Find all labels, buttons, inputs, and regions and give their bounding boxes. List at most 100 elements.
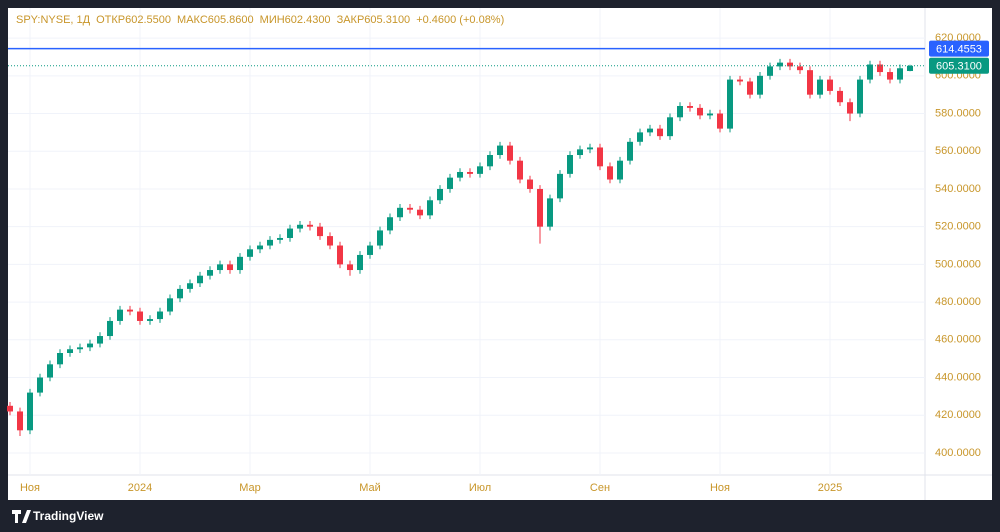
y-tick-label: 540.0000 <box>935 183 981 195</box>
price-label: 605.3100 <box>936 61 982 73</box>
logo-icon <box>12 510 31 523</box>
value: 602.4300 <box>284 14 331 26</box>
candle-body <box>507 145 513 161</box>
label: ЗАКР <box>336 14 365 26</box>
candle-body <box>707 113 713 116</box>
candle-body <box>87 343 93 348</box>
candle-body <box>477 166 483 174</box>
candle-body <box>37 377 43 393</box>
x-tick-label: Ноя <box>20 482 40 494</box>
candle-body <box>337 245 343 265</box>
candle-body <box>597 147 603 167</box>
candle-body <box>177 288 183 299</box>
candle-body <box>367 245 373 255</box>
candle-body <box>207 270 213 276</box>
value: 605.3100 <box>364 14 411 26</box>
candle-body <box>387 217 393 231</box>
candle-body <box>867 64 873 80</box>
candle-body <box>517 160 523 180</box>
candle-body <box>427 200 433 216</box>
candle-body <box>727 79 733 129</box>
ohlc: ЗАКР605.3100 <box>337 14 411 26</box>
candle-body <box>467 171 473 174</box>
value: 605.8600 <box>207 14 254 26</box>
x-tick-label: 2025 <box>818 482 842 494</box>
candle-body <box>787 62 793 67</box>
candle-body <box>577 149 583 156</box>
candle-body <box>447 177 453 189</box>
x-tick-label: Ноя <box>710 482 730 494</box>
y-tick-label: 560.0000 <box>935 145 981 157</box>
candle-body <box>57 353 63 365</box>
x-tick-label: Мар <box>239 482 261 494</box>
candle-body <box>637 132 643 142</box>
candle-body <box>907 65 913 72</box>
candle-body <box>647 128 653 133</box>
candle-body <box>67 349 73 354</box>
ohlc: МИН602.4300 <box>260 14 331 26</box>
candle-body <box>747 81 753 95</box>
y-tick-label: 460.0000 <box>935 334 981 346</box>
candle-body <box>437 188 443 201</box>
candle-body <box>797 66 803 71</box>
candle-body <box>407 207 413 210</box>
y-tick-label: 580.0000 <box>935 107 981 119</box>
candle-body <box>617 160 623 180</box>
candle-body <box>417 209 423 216</box>
candle-body <box>717 113 723 129</box>
x-tick-label: Сен <box>590 482 610 494</box>
logo: TradingView <box>12 509 104 523</box>
y-tick-label: 500.0000 <box>935 258 981 270</box>
price-label-box <box>929 57 989 74</box>
candle-body <box>677 105 683 118</box>
candle-body <box>487 155 493 167</box>
candle-body <box>257 245 263 250</box>
candle-body <box>107 320 113 337</box>
x-tick-label: 2024 <box>128 482 152 494</box>
y-tick-label: 520.0000 <box>935 221 981 233</box>
candle-body <box>667 117 673 137</box>
candle-body <box>127 309 133 312</box>
candle-body <box>777 62 783 67</box>
candle-body <box>17 411 23 431</box>
ohlc: ОТКР602.5500 <box>96 14 171 26</box>
candle-body <box>537 188 543 227</box>
y-tick-label: 400.0000 <box>935 447 981 459</box>
candle-body <box>547 198 553 227</box>
candle-body <box>397 207 403 218</box>
candle-body <box>317 226 323 237</box>
y-tick-label: 420.0000 <box>935 409 981 421</box>
x-tick-label: Май <box>359 482 381 494</box>
change: +0.4600 (+0.08%) <box>416 14 505 26</box>
candle-body <box>267 239 273 246</box>
candle-body <box>377 230 383 246</box>
candle-body <box>697 107 703 116</box>
candle-body <box>7 405 13 412</box>
candle-body <box>287 228 293 238</box>
candle-body <box>687 105 693 108</box>
candle-body <box>807 70 813 95</box>
candle-body <box>607 166 613 180</box>
price-lines: 614.4553 605.3100 <box>8 40 989 74</box>
candle-body <box>27 392 33 431</box>
brand: TradingView <box>33 509 104 523</box>
candle-body <box>167 298 173 312</box>
candle-body <box>327 236 333 246</box>
price-label-box <box>929 40 989 57</box>
candle-body <box>307 224 313 227</box>
ohlc: МАКС605.8600 <box>177 14 254 26</box>
candle-body <box>357 254 363 271</box>
candle-body <box>897 68 903 80</box>
candle-body <box>297 224 303 229</box>
candle-body <box>97 336 103 344</box>
candle-body <box>817 79 823 95</box>
candle-body <box>117 309 123 321</box>
value: 602.5500 <box>125 14 172 26</box>
candle-body <box>827 79 833 91</box>
candle-body <box>227 264 233 271</box>
candle-body <box>887 72 893 80</box>
candle-body <box>877 64 883 73</box>
candle-body <box>857 79 863 114</box>
candle-body <box>47 364 53 378</box>
